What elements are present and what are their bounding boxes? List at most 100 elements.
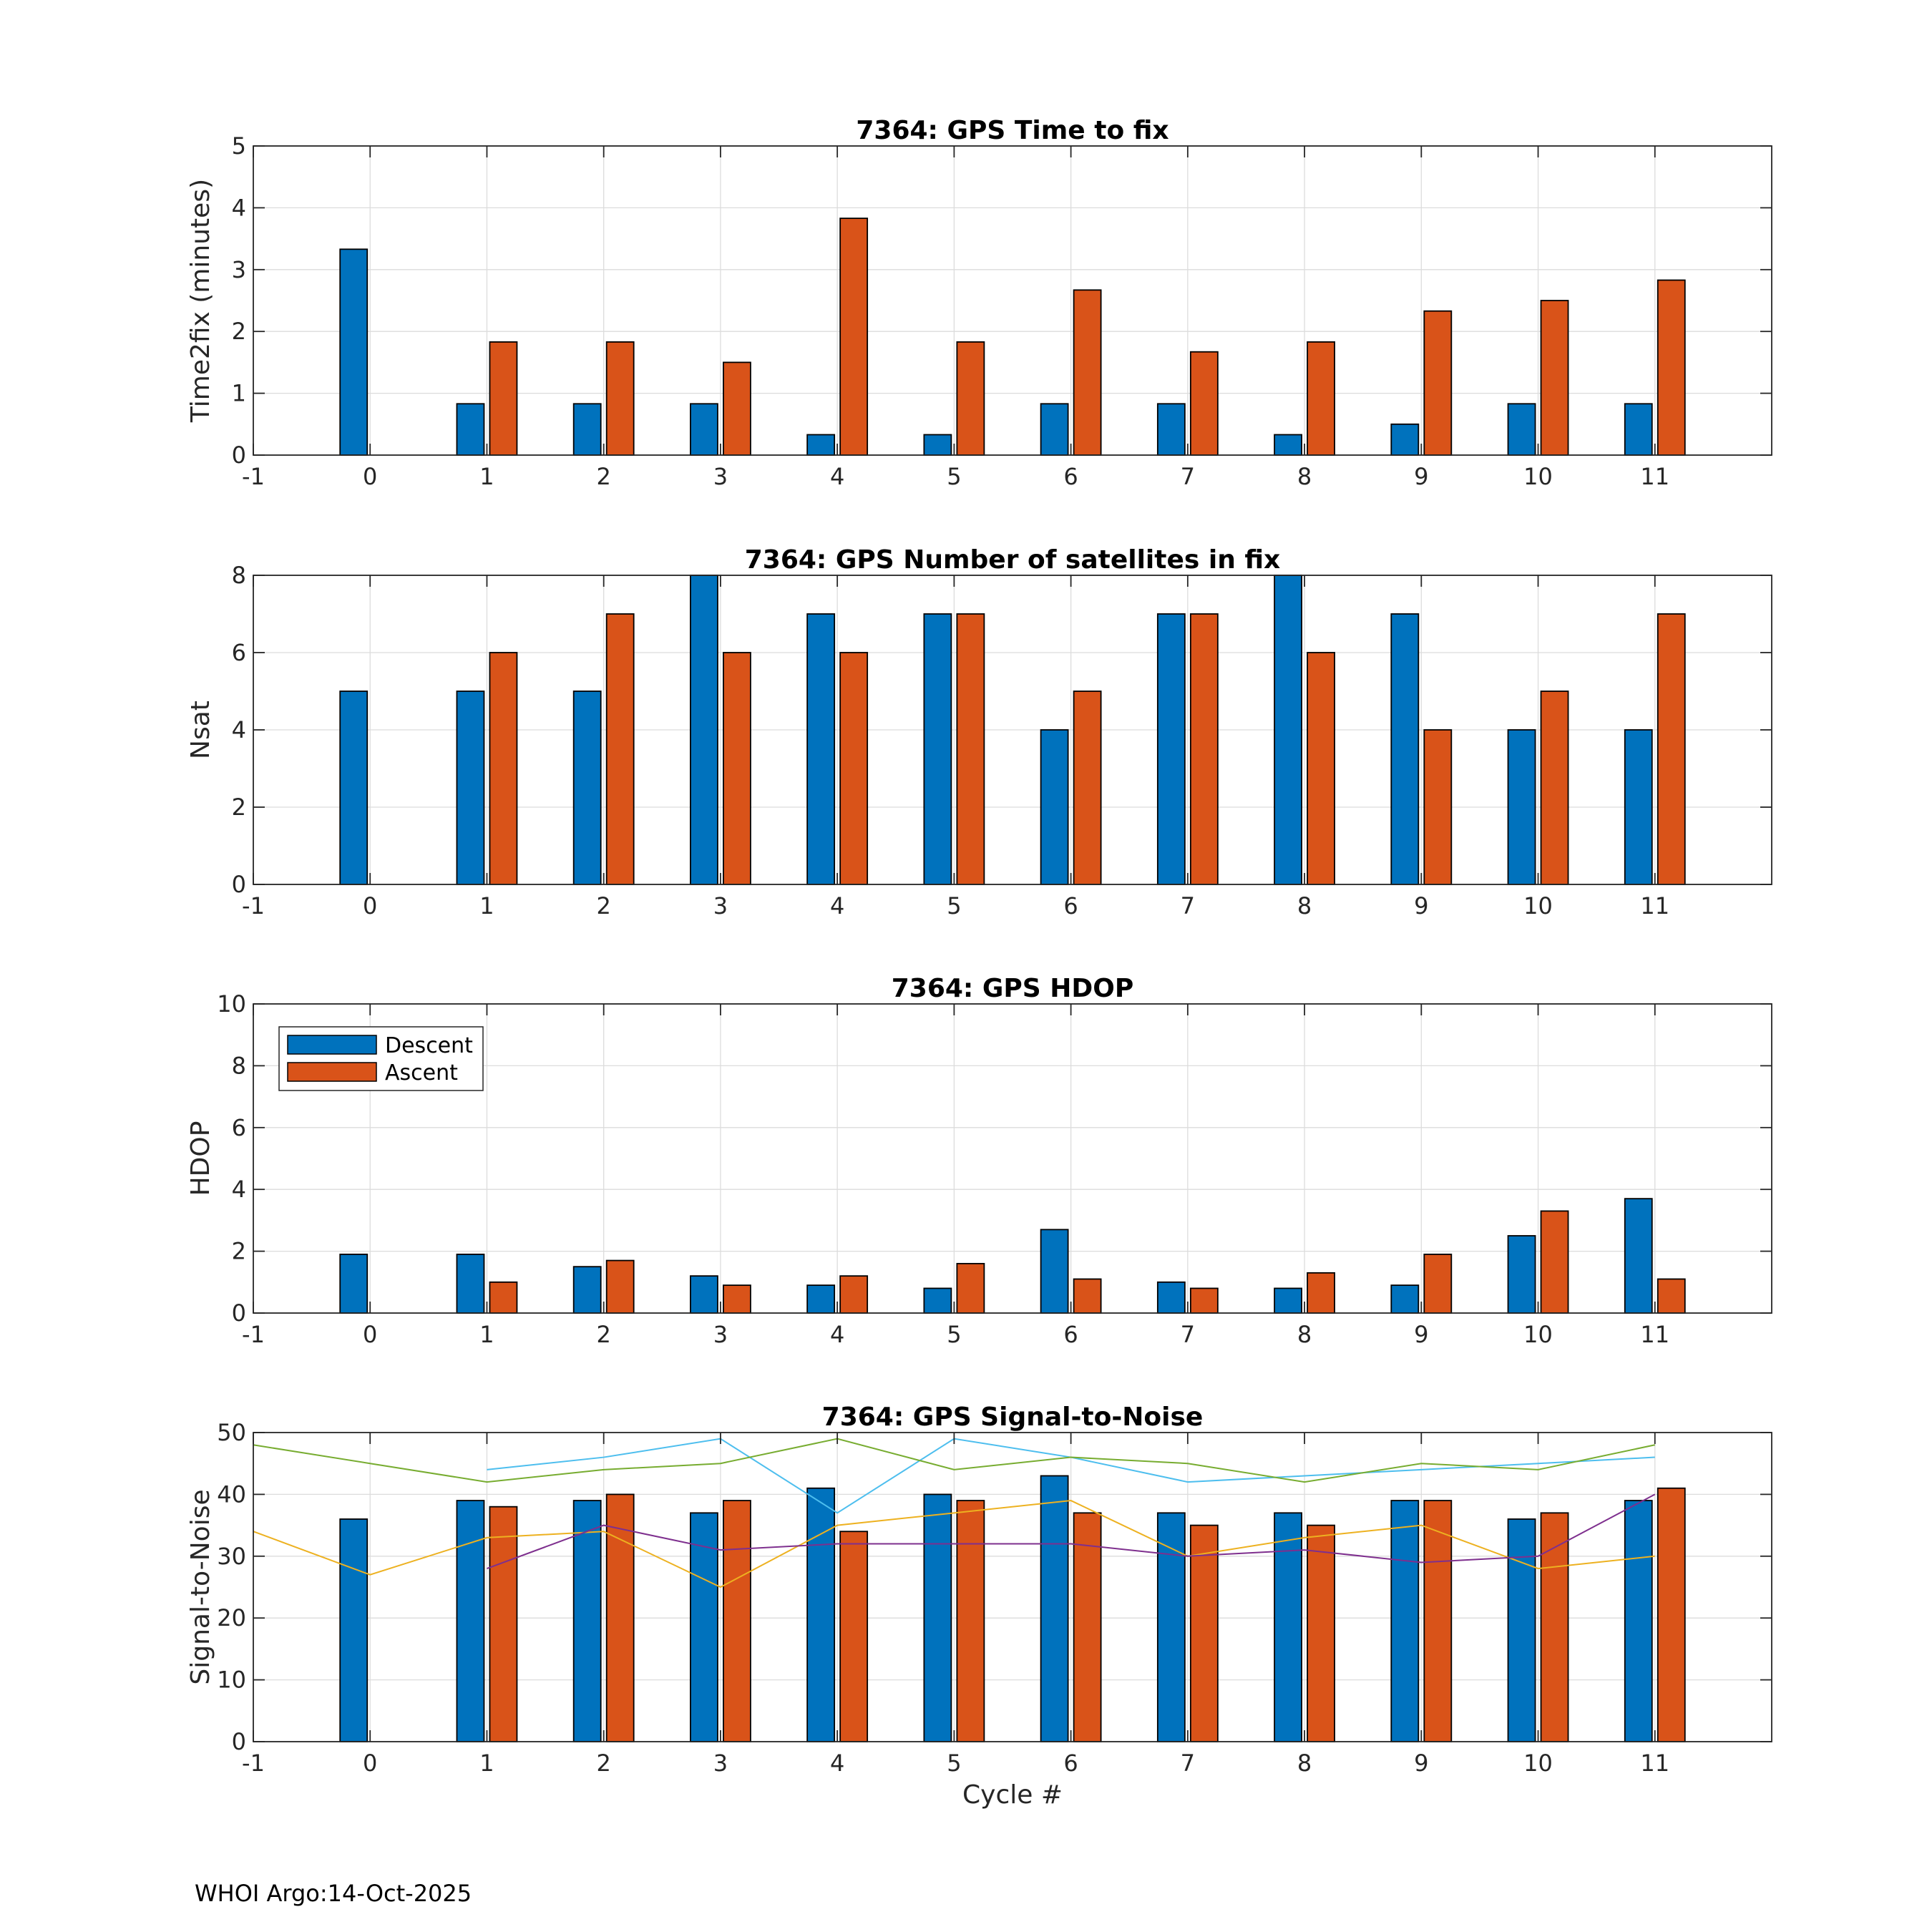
bar-ascent (1423, 310, 1453, 456)
bar-ascent (1073, 289, 1102, 456)
axes-box (253, 145, 1772, 456)
series-ascent (489, 218, 1686, 456)
x-tick-label: 6 (1063, 463, 1078, 490)
bar-descent (1390, 1500, 1420, 1742)
x-tick-label: 4 (830, 1750, 844, 1777)
bar-ascent (723, 652, 751, 885)
y-tick-label: 4 (232, 716, 246, 743)
x-tick-label: 10 (1523, 892, 1553, 919)
snr-line-2 (253, 1438, 1655, 1483)
bar-ascent (1307, 341, 1335, 456)
y-tick-label: 2 (232, 1238, 246, 1265)
bar-descent (1156, 1512, 1186, 1742)
bar-descent (806, 613, 836, 885)
y-axis-label: Time2fix (minutes) (186, 179, 215, 423)
y-tick-label: 20 (217, 1604, 246, 1631)
bar-descent (1274, 1287, 1302, 1314)
y-tick-label: 0 (232, 1728, 246, 1755)
bar-ascent (1423, 1500, 1453, 1742)
x-tick-label: 11 (1640, 1321, 1669, 1348)
x-tick-label: 8 (1297, 1750, 1312, 1777)
x-axis: -1 0 1 2 3 4 5 6 7 8 9 10 11 (242, 1433, 1669, 1777)
bar-descent (1156, 613, 1186, 885)
bar-descent (339, 248, 369, 456)
series-descent (339, 248, 1653, 456)
x-tick-label: 3 (713, 1321, 728, 1348)
y-tick-label: 5 (232, 132, 246, 160)
bar-descent (1040, 729, 1069, 885)
x-tick-label: -1 (242, 892, 265, 919)
bar-ascent (956, 341, 985, 456)
bar-descent (1507, 729, 1536, 885)
y-axis: 0 2 4 6 8 (232, 562, 1772, 898)
axes-box (253, 1432, 1772, 1742)
bar-ascent (1540, 1210, 1569, 1314)
bar-descent (1156, 403, 1186, 456)
bar-descent (1390, 423, 1420, 456)
x-tick-label: -1 (242, 1750, 265, 1777)
x-tick-label: 9 (1414, 463, 1428, 490)
bar-ascent (1189, 1524, 1219, 1742)
x-axis: -1 0 1 2 3 4 5 6 7 8 9 10 11 (242, 1004, 1669, 1348)
y-tick-label: 0 (232, 1299, 246, 1327)
x-tick-label: 0 (363, 892, 377, 919)
bar-descent (1040, 403, 1069, 456)
x-tick-label: 2 (597, 892, 611, 919)
y-axis-label: Signal-to-Noise (186, 1489, 215, 1684)
bar-ascent (605, 1259, 635, 1314)
bar-ascent (1423, 1254, 1453, 1314)
snr-line-4 (487, 1493, 1656, 1570)
x-tick-label: 1 (479, 463, 494, 490)
bar-ascent (1657, 613, 1686, 885)
bar-ascent (1657, 1487, 1686, 1742)
x-tick-label: 7 (1181, 1321, 1195, 1348)
bar-ascent (489, 1506, 518, 1742)
x-tick-label: 10 (1523, 1321, 1553, 1348)
x-tick-label: 7 (1181, 463, 1195, 490)
y-tick-label: 8 (232, 1052, 246, 1079)
bar-ascent (839, 1531, 869, 1742)
bar-ascent (839, 218, 869, 456)
bar-ascent (1307, 1272, 1335, 1314)
x-tick-label: 11 (1640, 1750, 1669, 1777)
legend-swatch-ascent (287, 1062, 377, 1082)
y-tick-label: 6 (232, 1114, 246, 1141)
y-tick-label: 40 (217, 1480, 246, 1508)
bar-ascent (1540, 691, 1569, 885)
x-tick-label: 5 (947, 892, 961, 919)
bar-descent (1507, 1235, 1536, 1314)
bar-ascent (1189, 351, 1219, 456)
x-tick-label: 3 (713, 1750, 728, 1777)
x-tick-label: 4 (830, 1321, 844, 1348)
x-tick-label: 10 (1523, 463, 1553, 490)
y-tick-label: 4 (232, 194, 246, 221)
bar-descent (1156, 1281, 1186, 1314)
x-tick-label: 1 (479, 1750, 494, 1777)
x-axis: -1 0 1 2 3 4 5 6 7 8 9 10 11 (242, 575, 1669, 919)
bar-descent (1040, 1475, 1069, 1742)
bar-ascent (839, 1275, 869, 1314)
bar-descent (1507, 403, 1536, 456)
bar-descent (339, 691, 369, 885)
bar-descent (806, 1487, 836, 1742)
bar-descent (456, 1254, 485, 1314)
legend-swatch-descent (287, 1035, 377, 1055)
bar-descent (456, 691, 485, 885)
chart-title: 7364: GPS Signal-to-Noise (822, 1402, 1204, 1432)
bar-ascent (489, 652, 518, 885)
x-tick-label: 5 (947, 1321, 961, 1348)
bar-ascent (956, 613, 985, 885)
x-axis-label: Cycle # (962, 1780, 1063, 1810)
x-tick-label: -1 (242, 463, 265, 490)
bar-descent (1274, 575, 1302, 885)
bar-descent (1390, 613, 1420, 885)
x-tick-label: 5 (947, 463, 961, 490)
bar-descent (456, 1500, 485, 1742)
bar-descent (572, 1500, 602, 1742)
chart-title: 7364: GPS Number of satellites in fix (745, 545, 1281, 575)
x-tick-label: 8 (1297, 892, 1312, 919)
y-tick-label: 6 (232, 639, 246, 666)
